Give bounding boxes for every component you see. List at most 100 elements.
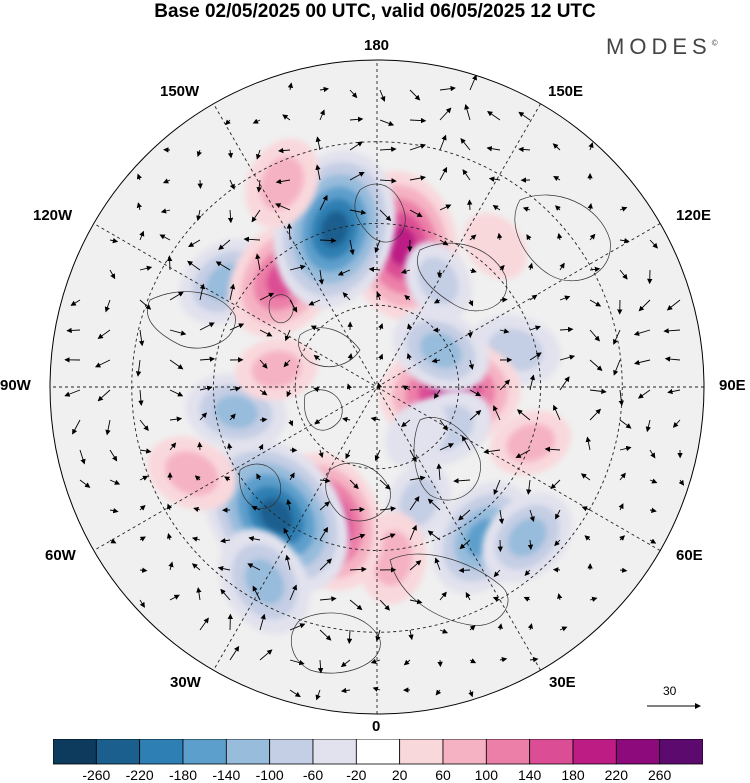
colorbar-tick-label: -220 bbox=[125, 767, 154, 783]
wind-vector bbox=[169, 291, 184, 301]
wind-vector bbox=[552, 404, 561, 421]
anomaly-contour bbox=[507, 517, 547, 557]
wind-vector bbox=[187, 260, 201, 271]
wind-vector bbox=[252, 585, 261, 601]
wind-vector bbox=[229, 386, 241, 392]
wind-vector bbox=[191, 563, 201, 571]
colorbar-tick-label: 20 bbox=[391, 767, 408, 783]
colorbar-tick-label: 260 bbox=[647, 767, 672, 783]
wind-vector bbox=[439, 628, 449, 634]
wind-vector bbox=[379, 89, 386, 102]
wind-vector bbox=[559, 376, 570, 391]
wind-vector bbox=[409, 560, 422, 571]
wind-vector bbox=[139, 475, 149, 481]
wind-vector bbox=[619, 206, 628, 212]
colorbar-swatch bbox=[355, 739, 401, 765]
wind-vector bbox=[289, 584, 297, 601]
wind-vector bbox=[589, 329, 600, 342]
wind-vector bbox=[289, 659, 305, 666]
wind-vector bbox=[435, 689, 442, 696]
wind-vector bbox=[462, 435, 471, 451]
wind-vector bbox=[229, 323, 245, 331]
wind-vector bbox=[227, 209, 234, 224]
wind-vector bbox=[619, 269, 628, 280]
wind-vector bbox=[403, 659, 411, 666]
wind-vector bbox=[166, 255, 173, 271]
wind-vector bbox=[409, 475, 426, 481]
wind-vector bbox=[72, 419, 81, 435]
wind-vector bbox=[349, 116, 364, 123]
wind-vector bbox=[464, 103, 471, 121]
wind-vector bbox=[409, 175, 426, 181]
wind-vector bbox=[379, 119, 395, 126]
wind-vector bbox=[220, 588, 231, 601]
wind-vector bbox=[436, 269, 443, 278]
wind-vector bbox=[169, 359, 184, 370]
wind-vector bbox=[169, 594, 180, 601]
wind-vector bbox=[409, 143, 426, 151]
wind-vector bbox=[169, 416, 183, 422]
wind-vector bbox=[319, 526, 329, 541]
wind-vector bbox=[317, 659, 324, 674]
anomaly-contour bbox=[214, 395, 258, 429]
wind-vector bbox=[468, 359, 474, 370]
colorbar-swatch bbox=[182, 739, 227, 765]
anomaly-contour bbox=[165, 451, 219, 496]
wind-vector bbox=[109, 269, 116, 280]
wind-vector bbox=[439, 85, 456, 92]
wind-vector bbox=[379, 146, 397, 152]
wind-vector bbox=[664, 356, 681, 362]
wind-vector bbox=[409, 598, 423, 605]
lon-label-90w: 90W bbox=[0, 377, 31, 394]
wind-vector bbox=[342, 416, 351, 423]
wind-vector bbox=[585, 436, 591, 451]
wind-vector bbox=[667, 388, 681, 395]
wind-vector bbox=[368, 266, 381, 273]
wind-vector bbox=[105, 419, 111, 436]
wind-vector bbox=[139, 599, 145, 608]
wind-vector bbox=[79, 479, 91, 488]
wind-vector bbox=[199, 283, 206, 301]
wind-vector bbox=[526, 234, 532, 241]
wind-vector bbox=[431, 357, 441, 364]
wind-vector bbox=[527, 262, 534, 271]
wind-vector bbox=[589, 266, 601, 273]
wind-vector bbox=[556, 232, 563, 241]
wind-vector bbox=[468, 299, 474, 307]
wind-vector bbox=[408, 629, 414, 641]
wind-vector bbox=[619, 567, 628, 573]
wind-vector bbox=[589, 596, 598, 602]
wind-vector bbox=[499, 264, 505, 271]
wind-vector bbox=[499, 379, 511, 391]
wind-vector bbox=[313, 354, 321, 361]
wind-vector bbox=[554, 205, 561, 211]
wind-vector bbox=[522, 206, 531, 212]
wind-vector bbox=[581, 506, 591, 512]
wind-vector bbox=[139, 265, 153, 271]
wind-vector bbox=[188, 239, 201, 248]
wind-vector bbox=[196, 209, 202, 222]
wind-vector bbox=[259, 359, 268, 369]
wind-vector bbox=[259, 292, 275, 301]
wind-vector bbox=[589, 299, 602, 307]
wind-vector bbox=[308, 299, 321, 306]
wind-vector bbox=[138, 389, 144, 406]
wind-vector bbox=[319, 237, 337, 244]
anomaly-contour bbox=[506, 423, 555, 463]
wind-vector bbox=[168, 561, 174, 571]
wind-vector bbox=[370, 416, 381, 422]
wind-vector bbox=[493, 479, 501, 496]
wind-vector bbox=[469, 234, 477, 241]
wind-vector bbox=[678, 479, 685, 486]
wind-vector bbox=[283, 527, 291, 541]
lon-label-30w: 30W bbox=[170, 674, 201, 691]
wind-vector bbox=[139, 419, 149, 432]
anomaly-contour bbox=[463, 212, 527, 280]
wind-vector bbox=[580, 473, 591, 481]
wind-vector bbox=[469, 625, 476, 631]
wind-vector bbox=[227, 442, 233, 451]
wind-vector bbox=[193, 506, 201, 513]
wind-vector bbox=[319, 629, 332, 641]
wind-vector bbox=[97, 389, 111, 402]
anomaly-center bbox=[463, 212, 527, 280]
